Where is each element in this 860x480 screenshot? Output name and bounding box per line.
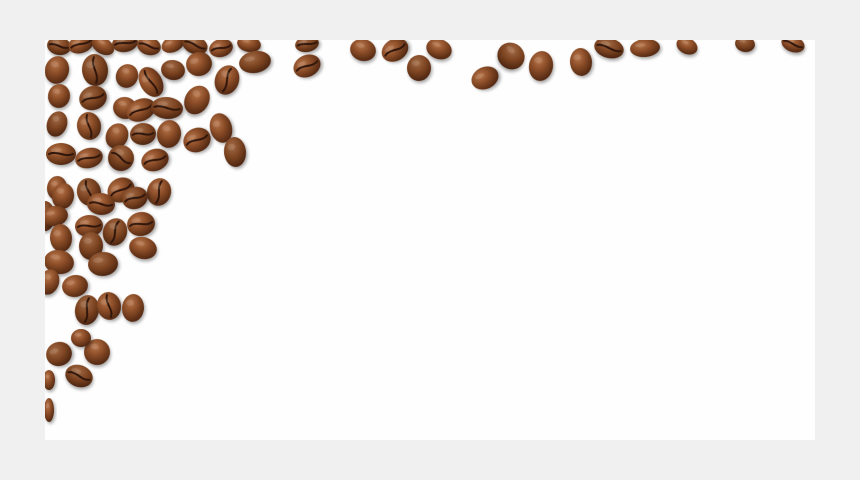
coffee-bean-icon <box>112 40 138 53</box>
coffee-bean-icon <box>75 147 103 169</box>
coffee-bean-icon <box>108 145 134 171</box>
coffee-bean-icon <box>183 127 211 153</box>
coffee-bean-icon <box>45 249 74 275</box>
coffee-bean-icon <box>350 40 376 62</box>
coffee-bean-icon <box>87 192 115 216</box>
coffee-bean-icon <box>295 40 319 53</box>
coffee-bean-icon <box>45 398 54 422</box>
coffee-bean-icon <box>293 54 321 78</box>
coffee-beans-illustration <box>45 40 805 422</box>
coffee-bean-icon <box>122 186 148 210</box>
coffee-bean-icon <box>71 329 91 347</box>
coffee-bean-icon <box>75 214 103 238</box>
coffee-bean-icon <box>78 232 104 260</box>
coffee-bean-icon <box>137 40 161 56</box>
coffee-bean-icon <box>105 123 129 149</box>
coffee-bean-icon <box>209 113 233 143</box>
coffee-bean-icon <box>102 218 128 246</box>
coffee-bean-icon <box>237 40 261 53</box>
coffee-bean-icon <box>46 143 76 165</box>
coffee-bean-icon <box>630 40 660 58</box>
coffee-bean-icon <box>182 40 208 55</box>
coffee-bean-icon <box>121 294 145 322</box>
coffee-bean-icon <box>65 364 93 388</box>
beans-layer <box>45 40 805 422</box>
coffee-bean-icon <box>76 112 102 140</box>
coffee-bean-icon <box>74 295 100 325</box>
coffee-bean-icon <box>151 96 183 120</box>
coffee-bean-icon <box>497 42 525 70</box>
coffee-bean-icon <box>115 64 139 88</box>
coffee-bean-icon <box>129 236 157 260</box>
coffee-bean-icon <box>68 40 94 54</box>
coffee-beans-photo <box>45 40 815 440</box>
coffee-bean-icon <box>569 48 593 76</box>
coffee-bean-icon <box>45 56 70 84</box>
coffee-bean-icon <box>62 274 88 298</box>
coffee-bean-icon <box>130 122 156 146</box>
coffee-bean-icon <box>141 148 169 172</box>
coffee-bean-icon <box>223 137 247 167</box>
coffee-bean-icon <box>127 211 155 237</box>
coffee-bean-icon <box>426 40 452 60</box>
coffee-bean-icon <box>45 205 68 227</box>
coffee-bean-icon <box>49 224 73 252</box>
coffee-bean-icon <box>47 40 71 56</box>
coffee-bean-icon <box>45 269 60 295</box>
coffee-bean-icon <box>239 50 271 74</box>
coffee-bean-icon <box>735 40 755 53</box>
coffee-bean-icon <box>161 59 185 81</box>
coffee-bean-icon <box>594 40 624 59</box>
coffee-bean-icon <box>209 40 233 58</box>
coffee-bean-icon <box>79 85 107 111</box>
coffee-bean-icon <box>528 51 554 81</box>
coffee-bean-icon <box>96 292 122 320</box>
coffee-bean-icon <box>471 66 499 90</box>
coffee-bean-icon <box>46 111 68 137</box>
coffee-bean-icon <box>161 40 185 53</box>
coffee-bean-icon <box>676 40 698 55</box>
coffee-bean-icon <box>214 65 240 95</box>
coffee-bean-icon <box>51 183 75 209</box>
coffee-bean-icon <box>186 51 212 77</box>
coffee-bean-icon <box>45 370 55 390</box>
coffee-bean-icon <box>88 251 118 277</box>
coffee-bean-icon <box>138 67 164 97</box>
coffee-bean-icon <box>781 40 805 53</box>
coffee-bean-icon <box>156 120 182 148</box>
coffee-bean-icon <box>126 98 156 122</box>
coffee-bean-icon <box>146 178 172 206</box>
coffee-bean-icon <box>184 85 210 115</box>
coffee-bean-icon <box>46 341 72 367</box>
coffee-bean-icon <box>47 84 71 108</box>
coffee-bean-icon <box>406 55 432 81</box>
coffee-bean-icon <box>91 40 115 56</box>
coffee-bean-icon <box>84 339 110 365</box>
coffee-bean-icon <box>381 40 409 62</box>
coffee-bean-icon <box>81 54 109 86</box>
